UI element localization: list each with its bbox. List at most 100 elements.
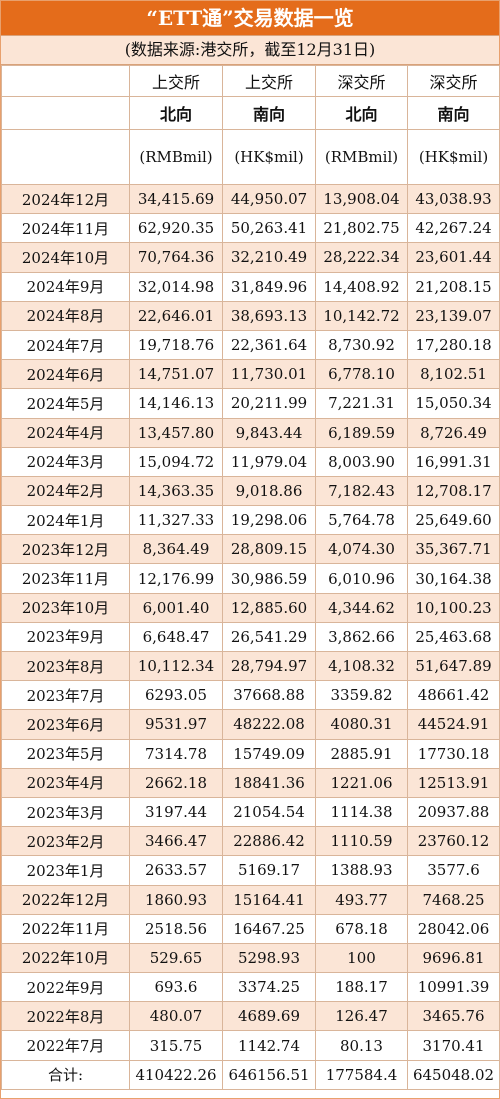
value-cell: 1860.93 [129, 884, 223, 915]
value-cell: 7,221.31 [315, 388, 408, 419]
value-cell: 8,730.92 [315, 329, 408, 361]
value-cell: 14,146.13 [129, 388, 223, 419]
month-cell: 2023年12月 [1, 534, 130, 565]
value-cell: 32,014.98 [129, 271, 223, 302]
header-corner [1, 65, 130, 97]
value-cell: 480.07 [129, 1001, 223, 1032]
header-direction: 北向 [315, 96, 408, 130]
table-row: 2024年3月 15,094.72 11,979.04 8,003.90 16,991.… [1, 446, 500, 477]
value-cell: 7314.78 [129, 738, 223, 769]
month-cell: 2023年9月 [1, 621, 130, 653]
value-cell: 9531.97 [129, 709, 223, 740]
value-cell: 14,363.35 [129, 475, 223, 507]
value-cell: 42,267.24 [407, 213, 500, 244]
value-cell: 28,222.34 [315, 242, 408, 273]
table-row: 2023年10月 6,001.40 12,885.60 4,344.62 10,100.… [1, 592, 500, 623]
value-cell: 13,457.80 [129, 417, 223, 448]
header-unit: (HK$mil) [222, 129, 316, 185]
value-cell: 6293.05 [129, 680, 223, 711]
value-cell: 32,210.49 [222, 242, 316, 273]
table-row: 2024年7月 19,718.76 22,361.64 8,730.92 17,280.… [1, 329, 500, 361]
total-value-cell: 410422.26 [129, 1059, 223, 1090]
table-row: 2023年7月 6293.05 37668.88 3359.82 48661.42 [1, 680, 500, 711]
table-row: 2023年2月 3466.47 22886.42 1110.59 23760.12 [1, 826, 500, 857]
month-cell: 2023年8月 [1, 650, 130, 682]
month-cell: 2024年7月 [1, 329, 130, 361]
month-cell: 2024年4月 [1, 417, 130, 448]
month-cell: 2024年8月 [1, 300, 130, 331]
value-cell: 12,885.60 [222, 592, 316, 623]
value-cell: 15164.41 [222, 884, 316, 915]
header-exchange: 深交所 [315, 65, 408, 97]
total-value-cell: 177584.4 [315, 1059, 408, 1090]
value-cell: 5298.93 [222, 942, 316, 974]
month-cell: 2022年11月 [1, 913, 130, 944]
value-cell: 44,950.07 [222, 183, 316, 215]
header-direction: 南向 [222, 96, 316, 130]
value-cell: 31,849.96 [222, 271, 316, 302]
value-cell: 26,541.29 [222, 621, 316, 653]
month-cell: 2024年2月 [1, 475, 130, 507]
table-row: 2023年4月 2662.18 18841.36 1221.06 12513.91 [1, 767, 500, 798]
value-cell: 2633.57 [129, 855, 223, 886]
value-cell: 5,764.78 [315, 505, 408, 536]
value-cell: 21,208.15 [407, 271, 500, 302]
value-cell: 14,751.07 [129, 359, 223, 390]
value-cell: 100 [315, 942, 408, 974]
value-cell: 2885.91 [315, 738, 408, 769]
value-cell: 4,108.32 [315, 650, 408, 682]
value-cell: 51,647.89 [407, 650, 500, 682]
value-cell: 493.77 [315, 884, 408, 915]
value-cell: 6,010.96 [315, 563, 408, 594]
value-cell: 188.17 [315, 972, 408, 1003]
month-cell: 2022年8月 [1, 1001, 130, 1032]
value-cell: 3466.47 [129, 826, 223, 857]
table-row: 2024年9月 32,014.98 31,849.96 14,408.92 21,208… [1, 271, 500, 302]
total-value-cell: 645048.02 [407, 1059, 500, 1090]
value-cell: 2518.56 [129, 913, 223, 944]
month-cell: 2022年10月 [1, 942, 130, 974]
value-cell: 20937.88 [407, 796, 500, 828]
value-cell: 1388.93 [315, 855, 408, 886]
month-cell: 2023年3月 [1, 796, 130, 828]
table-row: 2022年8月 480.07 4689.69 126.47 3465.76 [1, 1001, 500, 1032]
value-cell: 10,100.23 [407, 592, 500, 623]
table-row: 2022年10月 529.65 5298.93 100 9696.81 [1, 942, 500, 974]
value-cell: 21054.54 [222, 796, 316, 828]
month-cell: 2023年4月 [1, 767, 130, 798]
value-cell: 8,726.49 [407, 417, 500, 448]
table-row: 2024年10月 70,764.36 32,210.49 28,222.34 23,60… [1, 242, 500, 273]
value-cell: 80.13 [315, 1030, 408, 1061]
header-exchange: 上交所 [129, 65, 223, 97]
table-row: 2024年8月 22,646.01 38,693.13 10,142.72 23,139… [1, 300, 500, 331]
value-cell: 25,649.60 [407, 505, 500, 536]
month-cell: 2023年7月 [1, 680, 130, 711]
value-cell: 15,094.72 [129, 446, 223, 477]
value-cell: 9,843.44 [222, 417, 316, 448]
table-subtitle: (数据来源:港交所，截至12月31日) [1, 36, 499, 65]
value-cell: 3197.44 [129, 796, 223, 828]
value-cell: 22886.42 [222, 826, 316, 857]
value-cell: 15,050.34 [407, 388, 500, 419]
header-exchange: 深交所 [407, 65, 500, 97]
month-cell: 2024年10月 [1, 242, 130, 273]
month-cell: 2024年11月 [1, 213, 130, 244]
header-corner [1, 129, 130, 185]
header-corner [1, 96, 130, 130]
table-row: 2023年11月 12,176.99 30,986.59 6,010.96 30,164… [1, 563, 500, 594]
month-cell: 2023年5月 [1, 738, 130, 769]
month-cell: 2022年12月 [1, 884, 130, 915]
value-cell: 3170.41 [407, 1030, 500, 1061]
value-cell: 693.6 [129, 972, 223, 1003]
header-direction: 北向 [129, 96, 223, 130]
value-cell: 8,102.51 [407, 359, 500, 390]
total-row: 合计: 410422.26 646156.51 177584.4 645048.02 [1, 1059, 500, 1090]
value-cell: 28042.06 [407, 913, 500, 944]
value-cell: 1110.59 [315, 826, 408, 857]
table-row: 2024年4月 13,457.80 9,843.44 6,189.59 8,726.49 [1, 417, 500, 448]
value-cell: 11,730.01 [222, 359, 316, 390]
value-cell: 2662.18 [129, 767, 223, 798]
header-row-unit: (RMBmil) (HK$mil) (RMBmil) (HK$mil) [1, 129, 500, 185]
value-cell: 20,211.99 [222, 388, 316, 419]
